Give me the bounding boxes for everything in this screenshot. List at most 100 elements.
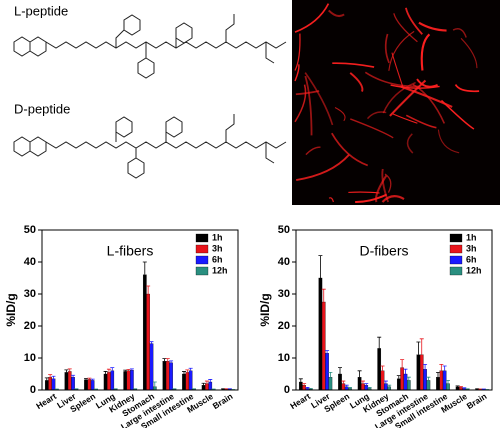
- error-bar: [419, 338, 424, 355]
- error-bar: [347, 387, 352, 389]
- error-bar: [208, 379, 213, 382]
- bar: [107, 372, 111, 391]
- bar: [188, 370, 193, 391]
- bar: [446, 383, 450, 391]
- axis: [41, 229, 239, 391]
- fiber: [390, 84, 440, 89]
- bar: [110, 370, 115, 391]
- bar: [165, 361, 170, 391]
- error-bar: [149, 341, 154, 344]
- error-bar: [142, 261, 147, 275]
- y-tick-label: 0: [284, 384, 290, 396]
- fiber: [334, 107, 346, 122]
- error-bar: [458, 386, 463, 388]
- fiber: [374, 175, 388, 203]
- error-bar: [380, 365, 385, 371]
- bar: [130, 370, 134, 391]
- bar: [162, 361, 167, 391]
- error-bar: [344, 384, 349, 387]
- bar: [439, 370, 444, 391]
- chart-title: L-fibers: [107, 243, 154, 259]
- error-bar: [298, 378, 303, 382]
- fiber: [388, 30, 415, 71]
- error-bar: [416, 341, 421, 355]
- legend-swatch: [449, 266, 463, 276]
- error-bar: [123, 369, 128, 372]
- fiber: [349, 72, 364, 92]
- bar: [338, 373, 342, 391]
- bar: [423, 369, 427, 391]
- error-bar: [445, 380, 450, 384]
- bar: [123, 371, 128, 391]
- fiber: [416, 78, 438, 88]
- error-bar: [51, 375, 56, 379]
- fiber: [454, 84, 480, 93]
- bar: [44, 380, 49, 391]
- fiber: [452, 28, 467, 38]
- fiber: [437, 129, 460, 154]
- d-peptide-structure: [13, 114, 287, 179]
- chart-title: D-fibers: [359, 243, 408, 259]
- bar: [416, 354, 421, 391]
- error-bar: [103, 371, 108, 374]
- bar: [318, 277, 323, 391]
- legend-swatch: [195, 255, 209, 265]
- bar: [328, 377, 333, 391]
- bar: [436, 377, 440, 391]
- l-peptide-structure: [13, 14, 287, 79]
- error-bar: [64, 369, 69, 373]
- bar: [419, 354, 424, 391]
- y-tick-label: 10: [24, 352, 36, 364]
- fiber: [440, 99, 475, 130]
- y-axis-label: %ID/g: [258, 293, 272, 326]
- error-bar: [383, 380, 388, 384]
- error-bar: [406, 376, 411, 381]
- legend-swatch: [195, 266, 209, 276]
- bar: [298, 381, 303, 391]
- error-bar: [396, 375, 401, 379]
- bar: [185, 372, 190, 391]
- bar: [325, 353, 329, 391]
- bar: [426, 380, 431, 391]
- y-tick-label: 20: [24, 320, 36, 332]
- fiber: [294, 33, 301, 71]
- error-bar: [44, 377, 49, 381]
- fiber: [328, 9, 345, 18]
- fiber: [350, 118, 394, 139]
- bar: [205, 383, 209, 391]
- error-bar: [126, 369, 131, 371]
- bar: [400, 367, 404, 391]
- bar: [90, 380, 95, 391]
- y-axis-label: %ID/g: [4, 293, 18, 326]
- x-tick-label: Brain: [211, 391, 235, 411]
- fibers: [294, 3, 480, 203]
- fiber: [331, 132, 369, 167]
- bar: [142, 274, 147, 391]
- bar: [302, 385, 306, 391]
- error-bar: [129, 368, 134, 371]
- error-bar: [439, 364, 444, 371]
- bar: [87, 379, 92, 391]
- error-bar: [436, 372, 441, 378]
- error-bar: [146, 285, 151, 294]
- bar: [84, 379, 88, 391]
- bar: [208, 381, 213, 391]
- error-bar: [87, 377, 92, 380]
- bar: [396, 378, 401, 391]
- error-bar: [204, 380, 209, 384]
- fiber: [381, 195, 405, 203]
- error-bar: [48, 374, 53, 378]
- error-bar: [367, 387, 372, 389]
- legend-label: 3h: [212, 243, 223, 253]
- bar: [103, 373, 108, 391]
- legend-label: 6h: [212, 254, 223, 264]
- bar: [384, 383, 388, 391]
- y-tick-label: 10: [278, 352, 290, 364]
- error-bar: [188, 367, 193, 371]
- x-tick-label: Brain: [465, 391, 489, 411]
- legend-label: 12h: [212, 265, 228, 275]
- bar: [201, 385, 206, 391]
- fiber: [304, 75, 313, 136]
- error-bar: [106, 368, 111, 373]
- bar: [48, 377, 52, 391]
